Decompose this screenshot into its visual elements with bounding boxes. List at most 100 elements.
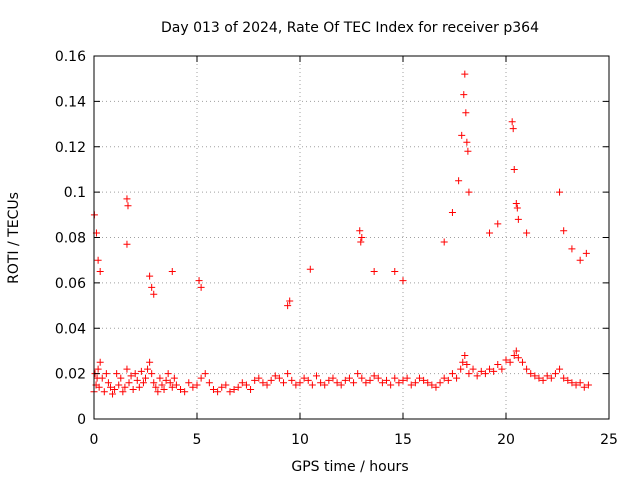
data-point bbox=[494, 361, 502, 369]
data-point bbox=[514, 215, 522, 223]
data-point bbox=[576, 256, 584, 264]
data-point bbox=[580, 383, 588, 391]
data-point bbox=[230, 386, 238, 394]
x-tick-label: 5 bbox=[193, 432, 202, 448]
data-point bbox=[345, 374, 353, 382]
data-point bbox=[465, 188, 473, 196]
data-point bbox=[461, 70, 469, 78]
data-point bbox=[205, 379, 213, 387]
data-point bbox=[391, 268, 399, 276]
y-tick-label: 0.16 bbox=[55, 49, 86, 65]
data-point bbox=[453, 374, 461, 382]
data-point bbox=[490, 367, 498, 375]
data-point bbox=[170, 374, 178, 382]
data-point bbox=[300, 374, 308, 382]
data-point bbox=[164, 370, 172, 378]
x-tick-label: 0 bbox=[90, 432, 99, 448]
data-point bbox=[104, 379, 112, 387]
data-point bbox=[133, 376, 141, 384]
data-point bbox=[304, 376, 312, 384]
x-tick-label: 25 bbox=[600, 432, 618, 448]
data-point bbox=[146, 272, 154, 280]
data-point bbox=[308, 381, 316, 389]
data-point bbox=[584, 381, 592, 389]
data-point bbox=[137, 367, 145, 375]
y-axis-label: ROTI / TECUs bbox=[6, 192, 22, 284]
data-point bbox=[124, 202, 132, 210]
data-points bbox=[90, 70, 592, 398]
data-point bbox=[102, 370, 110, 378]
data-point bbox=[356, 227, 364, 235]
data-point bbox=[284, 370, 292, 378]
data-point bbox=[144, 365, 152, 373]
data-point bbox=[518, 358, 526, 366]
data-point bbox=[166, 379, 174, 387]
data-point bbox=[158, 381, 166, 389]
data-point bbox=[100, 388, 108, 396]
data-point bbox=[111, 386, 119, 394]
data-point bbox=[357, 238, 365, 246]
data-point bbox=[457, 365, 465, 373]
data-point bbox=[568, 245, 576, 253]
data-point bbox=[271, 372, 279, 380]
data-point bbox=[94, 365, 102, 373]
data-point bbox=[370, 268, 378, 276]
data-point bbox=[370, 372, 378, 380]
data-point bbox=[113, 370, 121, 378]
data-point bbox=[135, 383, 143, 391]
data-point bbox=[125, 379, 133, 387]
data-point bbox=[168, 268, 176, 276]
data-point bbox=[185, 379, 193, 387]
data-point bbox=[142, 374, 149, 382]
y-tick-label: 0.04 bbox=[55, 321, 86, 337]
data-point bbox=[139, 379, 147, 387]
data-point bbox=[481, 370, 489, 378]
data-point bbox=[131, 370, 139, 378]
data-point bbox=[502, 356, 510, 364]
data-point bbox=[284, 302, 292, 310]
data-point bbox=[403, 374, 411, 382]
data-point bbox=[399, 376, 407, 384]
data-point bbox=[556, 365, 564, 373]
data-point bbox=[292, 381, 300, 389]
data-point bbox=[201, 370, 209, 378]
data-point bbox=[288, 376, 296, 384]
data-point bbox=[424, 379, 432, 387]
data-point bbox=[195, 277, 203, 285]
data-point bbox=[181, 388, 189, 396]
data-point bbox=[197, 283, 205, 291]
data-point bbox=[420, 376, 428, 384]
data-point bbox=[358, 234, 366, 241]
data-point bbox=[461, 351, 469, 359]
data-point bbox=[197, 374, 205, 382]
data-point bbox=[325, 376, 333, 384]
data-point bbox=[109, 390, 117, 398]
data-point bbox=[189, 383, 197, 391]
data-point bbox=[383, 376, 391, 384]
data-point bbox=[123, 365, 131, 373]
data-point bbox=[160, 386, 168, 394]
data-point bbox=[568, 379, 576, 387]
data-point bbox=[428, 381, 436, 389]
data-point bbox=[448, 209, 456, 217]
data-point bbox=[162, 376, 170, 384]
data-point bbox=[259, 379, 267, 387]
data-point bbox=[395, 379, 403, 387]
data-point bbox=[543, 372, 551, 380]
data-point bbox=[218, 383, 226, 391]
data-point bbox=[523, 365, 531, 373]
data-point bbox=[152, 383, 160, 391]
data-point bbox=[222, 381, 230, 389]
chart-title: Day 013 of 2024, Rate Of TEC Index for r… bbox=[161, 20, 539, 36]
x-axis-label: GPS time / hours bbox=[291, 459, 408, 475]
data-point bbox=[317, 379, 325, 387]
data-point bbox=[463, 361, 471, 369]
data-point bbox=[366, 376, 374, 384]
data-point bbox=[399, 277, 407, 285]
data-point bbox=[117, 374, 125, 382]
data-point bbox=[547, 374, 555, 382]
data-point bbox=[267, 376, 275, 384]
data-point bbox=[172, 381, 180, 389]
data-point bbox=[154, 388, 162, 396]
data-point bbox=[576, 379, 584, 387]
